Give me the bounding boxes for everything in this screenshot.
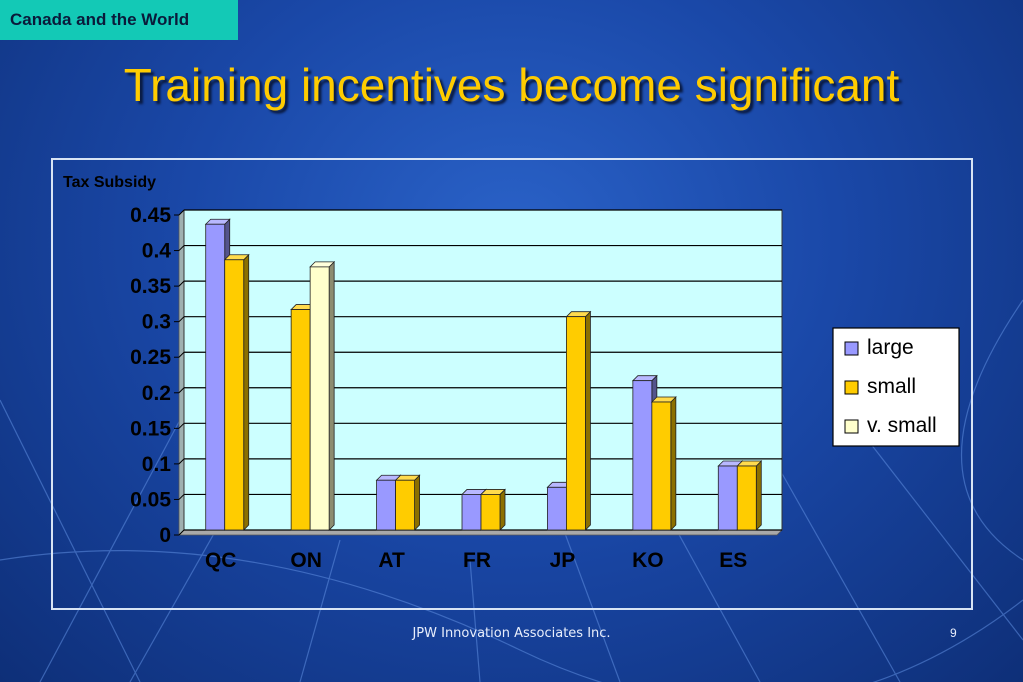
gridline-depth [178,387,185,394]
bar-large-at [376,479,396,531]
legend-swatch-v-small [844,419,859,434]
bar-side [755,460,762,531]
bar-small-jp [566,316,586,531]
x-tick-label: JP [550,549,576,572]
bar-chart: 0 0.05 0.1 0.15 0.2 0.25 0.3 0.35 0.4 0.45 Tax Sub… [63,174,960,572]
legend-swatch-small [844,380,859,395]
gridline-depth [178,529,185,536]
bar-side [670,396,677,531]
plot-side-wall [178,209,185,536]
bar-large-fr [461,494,482,531]
bar-small-on [290,309,311,531]
plot-floor [178,529,783,536]
bar-large-es [717,465,738,531]
y-tick-label: 0.25 [130,346,171,369]
bar-large-ko [632,380,653,531]
bar-side [414,474,420,531]
plot-area [183,209,783,531]
chart-frame: 0 0.05 0.1 0.15 0.2 0.25 0.3 0.35 0.4 0.45 Tax Sub… [51,158,973,610]
bar-small-qc [224,259,245,531]
bar-small-at [395,479,415,531]
slide-title: Training incentives become significant [123,59,900,111]
legend-label: v. small [867,414,937,437]
gridline-depth [178,458,185,465]
bar-small-fr [480,494,501,531]
bar-v-small-on [309,266,330,531]
x-tick-label: KO [632,549,664,572]
y-tick-label: 0 [159,524,171,547]
x-tick-label: QC [205,549,237,572]
bar-side [499,488,506,531]
legend-label: large [867,336,914,359]
y-tick-label: 0.2 [142,382,171,405]
y-axis-label: Tax Subsidy [63,174,156,191]
bar-side [243,253,250,531]
y-tick-label: 0.35 [130,275,171,298]
y-tick-label: 0.05 [130,488,171,511]
bar-large-qc [205,223,226,531]
x-tick-label: AT [378,549,405,572]
footer-text: JPW Innovation Associates Inc. [412,626,611,641]
bar-large-jp [547,486,567,531]
y-tick-label: 0.15 [130,417,171,440]
bar-small-es [736,465,757,531]
corner-tag: Canada and the World [0,0,238,40]
gridline-depth [178,351,185,358]
gridline-depth [178,316,185,323]
page-number: 9 [950,626,957,640]
bar-side [585,310,591,531]
x-tick-label: FR [463,549,491,572]
gridline-depth [178,422,185,429]
y-tick-label: 0.45 [130,204,171,227]
gridline-depth [178,245,185,251]
y-tick-label: 0.3 [142,311,171,334]
gridline-depth [178,209,185,216]
bar-side [328,260,335,531]
gridline-depth [178,280,185,287]
legend-swatch-large [844,341,859,356]
bar-small-ko [651,401,672,531]
legend-label: small [867,375,916,398]
y-tick-label: 0.4 [142,240,172,263]
y-tick-label: 0.1 [142,453,172,476]
x-tick-label: ES [719,549,747,572]
gridline-depth [178,494,185,500]
x-tick-label: ON [290,549,322,572]
